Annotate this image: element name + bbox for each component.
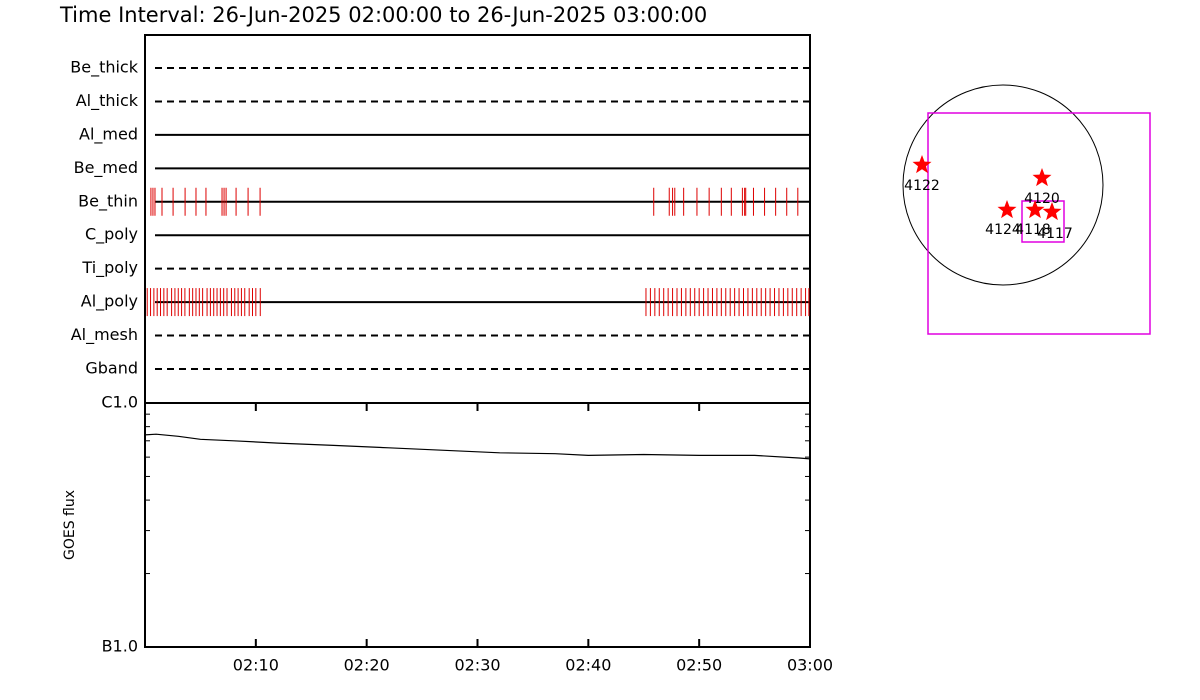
fov-circle — [902, 84, 1104, 286]
filter-label: Al_poly — [81, 292, 138, 312]
x-tick-label: 03:00 — [787, 656, 833, 675]
region-label: 4124 — [985, 222, 1021, 238]
plot-frame — [144, 34, 811, 648]
x-tick-label: 02:40 — [565, 656, 611, 675]
filter-label: Be_med — [74, 158, 138, 178]
x-tick-label: 02:50 — [676, 656, 722, 675]
filter-label: Al_med — [79, 124, 138, 144]
title: Time Interval: 26-Jun-2025 02:00:00 to 2… — [59, 3, 707, 27]
filter-label: C_poly — [85, 225, 138, 245]
filter-label: Be_thin — [78, 191, 138, 211]
region-star — [912, 155, 932, 174]
region-star — [997, 200, 1017, 219]
y-tick-label: C1.0 — [101, 393, 138, 412]
filter-label: Ti_poly — [81, 258, 138, 278]
goes-curve — [144, 433, 811, 460]
filter-label: Al_mesh — [71, 325, 138, 345]
x-tick-label: 02:30 — [454, 656, 500, 675]
region-label: 4122 — [904, 178, 940, 194]
x-tick-label: 02:20 — [344, 656, 390, 675]
filter-label: Be_thick — [70, 58, 138, 78]
region-label: 4118 — [1015, 222, 1051, 238]
filter-label: Gband — [85, 358, 138, 377]
y-axis-label: GOES flux — [62, 490, 78, 560]
region-star — [1042, 202, 1062, 221]
region-star — [1025, 200, 1045, 219]
fov-box — [927, 112, 1151, 335]
x-tick-label: 02:10 — [233, 656, 279, 675]
region-label: 4117 — [1037, 226, 1073, 242]
region-label: 4120 — [1024, 191, 1060, 207]
filter-label: Al_thick — [76, 91, 139, 111]
region-star — [1032, 168, 1052, 187]
fov-box-small — [1021, 200, 1065, 243]
y-tick-label: B1.0 — [102, 637, 138, 656]
